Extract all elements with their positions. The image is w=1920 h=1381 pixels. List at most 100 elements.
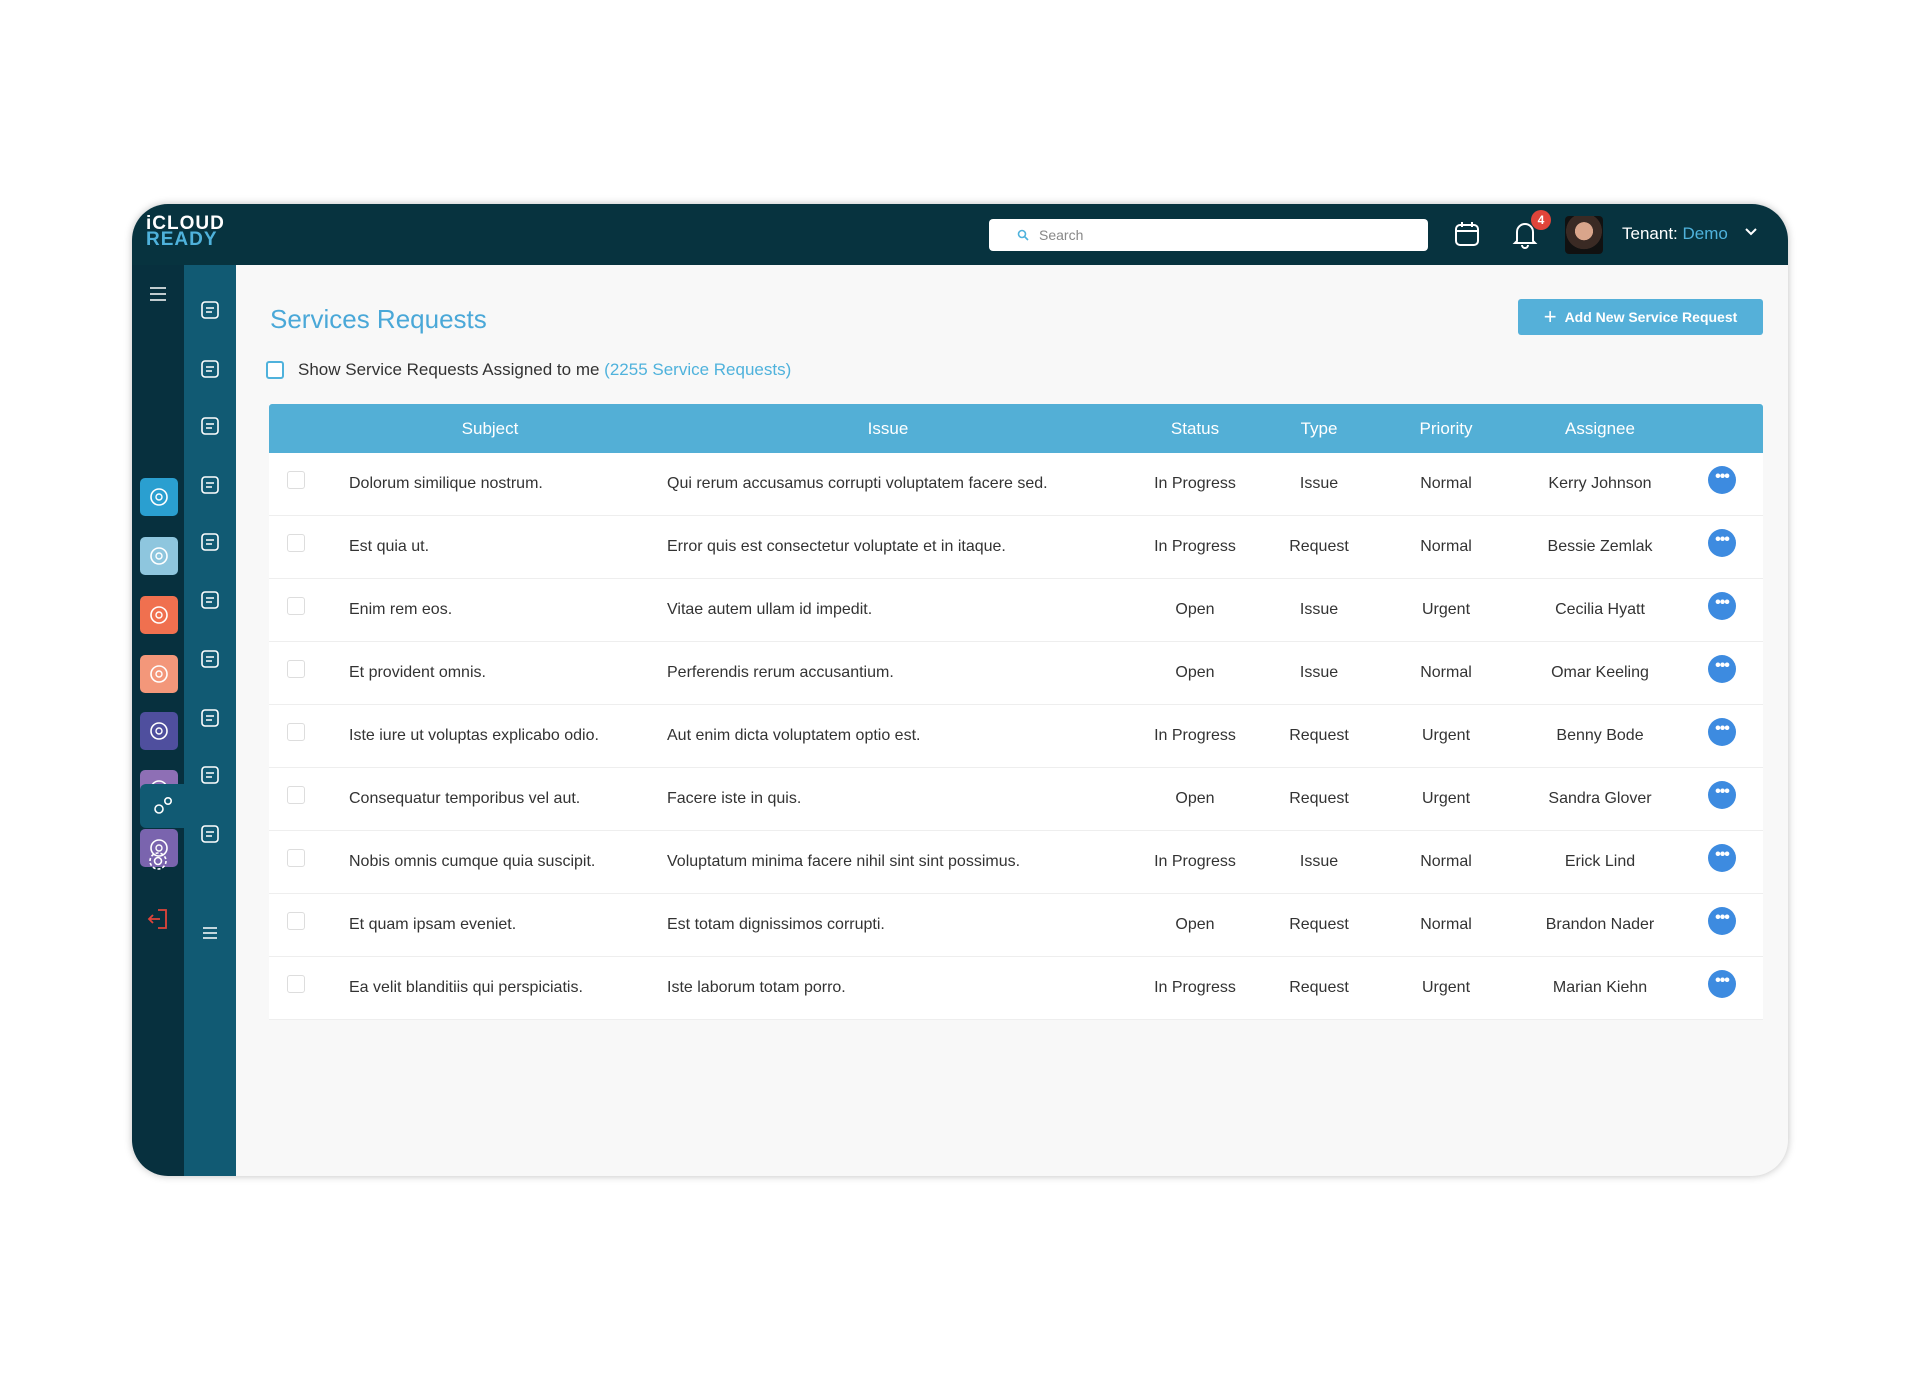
cell-assignee: Benny Bode bbox=[1556, 727, 1644, 744]
hamburger-menu-icon[interactable] bbox=[146, 282, 170, 306]
cell-assignee: Omar Keeling bbox=[1551, 664, 1649, 681]
sidebar-item-globe[interactable] bbox=[140, 829, 178, 867]
more-actions-button[interactable]: ••• bbox=[1708, 655, 1736, 683]
more-actions-button[interactable]: ••• bbox=[1708, 592, 1736, 620]
cell-issue: Vitae autem ullam id impedit. bbox=[667, 601, 873, 618]
checklist-icon[interactable] bbox=[198, 763, 222, 787]
logo[interactable]: iCLOUD READY bbox=[146, 213, 225, 250]
column-subject[interactable]: Subject bbox=[461, 419, 519, 438]
bell-icon[interactable] bbox=[1509, 218, 1541, 250]
row-checkbox[interactable] bbox=[287, 660, 305, 678]
user-icon[interactable] bbox=[198, 530, 222, 554]
grid-icon[interactable] bbox=[198, 298, 222, 322]
ellipsis-icon: ••• bbox=[1715, 594, 1730, 611]
sidebar-item-home-search[interactable] bbox=[140, 712, 178, 750]
table-row[interactable]: Iste iure ut voluptas explicabo odio. Aut… bbox=[269, 705, 1763, 768]
cell-issue: Aut enim dicta voluptatem optio est. bbox=[667, 727, 921, 744]
dollar-cycle-icon bbox=[150, 665, 168, 683]
column-priority[interactable]: Priority bbox=[1419, 419, 1473, 438]
sidebar-item-settings-gears[interactable] bbox=[140, 784, 186, 828]
cell-assignee: Kerry Johnson bbox=[1548, 475, 1652, 492]
table-row[interactable]: Enim rem eos. Vitae autem ullam id impedi… bbox=[269, 579, 1763, 642]
ellipsis-icon: ••• bbox=[1715, 531, 1730, 548]
cell-priority: Normal bbox=[1420, 475, 1472, 492]
column-assignee[interactable]: Assignee bbox=[1565, 419, 1635, 438]
assigned-filter: Show Service Requests Assigned to me (22… bbox=[266, 360, 791, 380]
more-actions-button[interactable]: ••• bbox=[1708, 970, 1736, 998]
settings-gear-icon[interactable] bbox=[146, 849, 170, 873]
ellipsis-icon: ••• bbox=[1715, 972, 1730, 989]
table-row[interactable]: Et provident omnis. Perferendis rerum acc… bbox=[269, 642, 1763, 705]
more-actions-button[interactable]: ••• bbox=[1708, 718, 1736, 746]
more-actions-button[interactable]: ••• bbox=[1708, 529, 1736, 557]
row-checkbox[interactable] bbox=[287, 912, 305, 930]
more-actions-button[interactable]: ••• bbox=[1708, 907, 1736, 935]
workflow-icon[interactable] bbox=[198, 822, 222, 846]
ellipsis-icon: ••• bbox=[1715, 657, 1730, 674]
request-count-link[interactable]: (2255 Service Requests) bbox=[604, 360, 792, 379]
sidebar-item-home-hand[interactable] bbox=[140, 478, 178, 516]
tenant-selector[interactable]: Tenant: Demo bbox=[1622, 224, 1728, 243]
chevron-down-icon[interactable] bbox=[1743, 224, 1759, 240]
sidebar-item-megaphone[interactable] bbox=[140, 596, 178, 634]
row-checkbox[interactable] bbox=[287, 471, 305, 489]
add-service-request-button[interactable]: + Add New Service Request bbox=[1518, 299, 1763, 335]
table-row[interactable]: Ea velit blanditiis qui perspiciatis. Ist… bbox=[269, 957, 1763, 1020]
app-window: iCLOUD READY Search 4 Tenant: Demo Servic… bbox=[132, 204, 1788, 1176]
cell-assignee: Erick Lind bbox=[1564, 853, 1636, 870]
ellipsis-icon: ••• bbox=[1715, 720, 1730, 737]
row-checkbox[interactable] bbox=[287, 975, 305, 993]
search-icon bbox=[1017, 229, 1029, 241]
table-header: Subject Issue Status Type Priority Assig… bbox=[269, 404, 1763, 453]
table-row[interactable]: Dolorum similique nostrum. Qui rerum accu… bbox=[269, 453, 1763, 516]
search-input[interactable]: Search bbox=[989, 219, 1428, 251]
row-checkbox[interactable] bbox=[287, 597, 305, 615]
logout-icon[interactable] bbox=[146, 907, 170, 931]
column-issue[interactable]: Issue bbox=[867, 419, 909, 438]
table-row[interactable]: Est quia ut. Error quis est consectetur v… bbox=[269, 516, 1763, 579]
more-actions-button[interactable]: ••• bbox=[1708, 781, 1736, 809]
cell-subject: Iste iure ut voluptas explicabo odio. bbox=[349, 727, 599, 744]
more-actions-button[interactable]: ••• bbox=[1708, 466, 1736, 494]
clipboard-icon[interactable] bbox=[198, 706, 222, 730]
table-row[interactable]: Nobis omnis cumque quia suscipit. Volupta… bbox=[269, 831, 1763, 894]
cell-subject: Dolorum similique nostrum. bbox=[349, 475, 543, 492]
list-settings-icon[interactable] bbox=[198, 414, 222, 438]
sidebar-item-team[interactable] bbox=[140, 537, 178, 575]
assigned-to-me-checkbox[interactable] bbox=[266, 361, 284, 379]
avatar[interactable] bbox=[1565, 216, 1603, 254]
cell-status: Open bbox=[1175, 601, 1215, 618]
ellipsis-icon: ••• bbox=[1715, 468, 1730, 485]
cell-issue: Iste laborum totam porro. bbox=[667, 979, 846, 996]
cell-type: Issue bbox=[1299, 664, 1339, 681]
cell-issue: Error quis est consectetur voluptate et … bbox=[667, 538, 1006, 555]
table-row[interactable]: Et quam ipsam eveniet. Est totam dignissi… bbox=[269, 894, 1763, 957]
calendar-icon[interactable] bbox=[1451, 218, 1483, 250]
row-checkbox[interactable] bbox=[287, 723, 305, 741]
cell-priority: Normal bbox=[1420, 853, 1472, 870]
menu-icon[interactable] bbox=[198, 921, 222, 945]
calendar-icon[interactable] bbox=[198, 473, 222, 497]
column-type[interactable]: Type bbox=[1300, 419, 1338, 438]
search-placeholder: Search bbox=[1039, 227, 1084, 243]
cell-status: In Progress bbox=[1154, 475, 1236, 492]
table-row[interactable]: Consequatur temporibus vel aut. Facere is… bbox=[269, 768, 1763, 831]
row-checkbox[interactable] bbox=[287, 849, 305, 867]
user-wrench-icon[interactable] bbox=[198, 647, 222, 671]
more-actions-button[interactable]: ••• bbox=[1708, 844, 1736, 872]
sidebar-item-dollar-cycle[interactable] bbox=[140, 655, 178, 693]
primary-sidebar bbox=[132, 265, 186, 1176]
cell-priority: Urgent bbox=[1421, 979, 1471, 996]
cell-status: In Progress bbox=[1154, 979, 1236, 996]
top-header: iCLOUD READY Search 4 Tenant: Demo bbox=[132, 204, 1788, 265]
row-checkbox[interactable] bbox=[287, 534, 305, 552]
megaphone-icon bbox=[150, 606, 168, 624]
cell-type: Request bbox=[1289, 727, 1349, 744]
cell-priority: Normal bbox=[1420, 664, 1472, 681]
gears-icon bbox=[154, 796, 173, 814]
document-settings-icon[interactable] bbox=[198, 357, 222, 381]
clipboard-check-icon[interactable] bbox=[198, 588, 222, 612]
row-checkbox[interactable] bbox=[287, 786, 305, 804]
column-status[interactable]: Status bbox=[1170, 419, 1220, 438]
cell-subject: Nobis omnis cumque quia suscipit. bbox=[349, 853, 596, 870]
